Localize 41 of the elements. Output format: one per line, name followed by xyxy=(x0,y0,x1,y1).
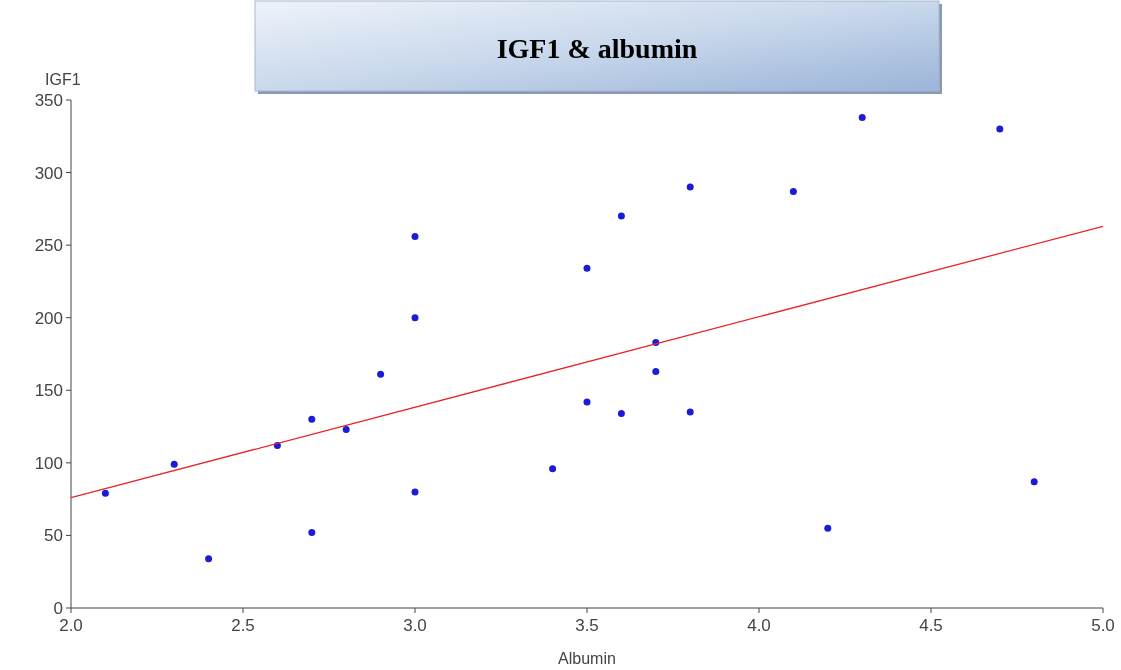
point xyxy=(101,489,109,497)
y-tick-label: 350 xyxy=(34,91,63,110)
point xyxy=(411,232,419,240)
point xyxy=(583,264,591,272)
point xyxy=(789,187,797,195)
x-tick-label: 5.0 xyxy=(1091,616,1115,635)
point xyxy=(617,212,625,220)
point xyxy=(411,488,419,496)
point xyxy=(824,524,832,532)
point xyxy=(377,370,385,378)
x-tick-label: 2.0 xyxy=(59,616,83,635)
chart-title: IGF1 & albumin xyxy=(496,33,698,64)
y-tick-label: 300 xyxy=(34,163,63,183)
y-tick-label: 100 xyxy=(34,453,63,473)
point xyxy=(652,367,660,375)
point xyxy=(858,113,866,121)
point xyxy=(1030,478,1038,486)
point xyxy=(170,460,178,468)
x-tick-label: 4.5 xyxy=(919,616,943,635)
point xyxy=(686,408,694,416)
point xyxy=(342,425,350,433)
point xyxy=(549,465,557,473)
y-tick-label: 200 xyxy=(34,308,63,328)
point xyxy=(308,529,316,537)
x-tick-label: 2.5 xyxy=(231,616,255,635)
x-tick-label: 4.0 xyxy=(747,616,771,635)
y-tick-label: 0 xyxy=(53,599,63,618)
point xyxy=(996,125,1004,133)
x-axis-title: Albumin xyxy=(558,650,616,667)
x-tick-label: 3.5 xyxy=(575,616,599,635)
y-tick-label: 250 xyxy=(34,236,63,256)
x-tick-label: 3.0 xyxy=(403,616,427,635)
point xyxy=(308,415,316,423)
point xyxy=(617,410,625,418)
point xyxy=(686,183,694,191)
y-tick-label: 50 xyxy=(44,526,63,546)
point xyxy=(411,314,419,322)
y-tick-label: 150 xyxy=(34,381,63,401)
y-axis-title: IGF1 xyxy=(45,71,81,88)
point xyxy=(583,398,591,406)
point xyxy=(205,555,213,563)
